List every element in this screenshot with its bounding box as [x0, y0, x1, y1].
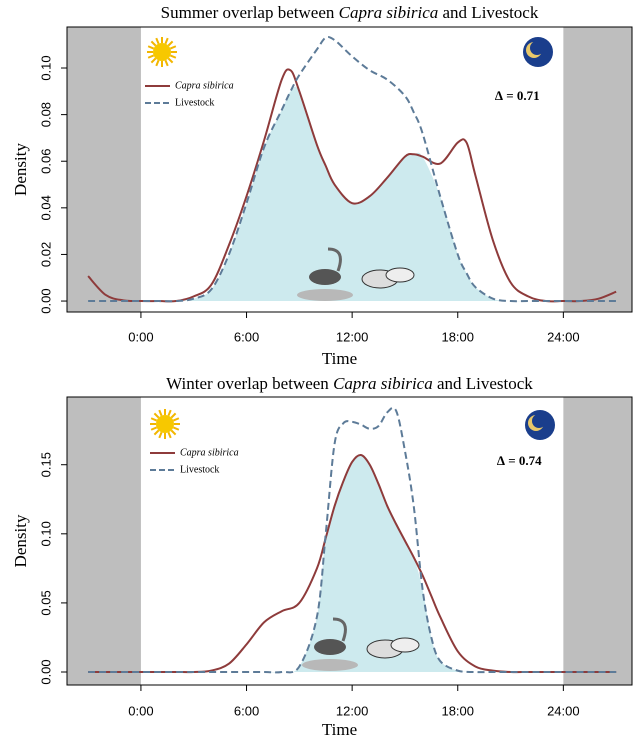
night-shade	[563, 397, 632, 685]
sun-ray	[171, 413, 175, 417]
overlap-area	[88, 455, 616, 672]
y-tick-label: 0.02	[38, 242, 53, 267]
y-tick-label: 0.10	[38, 55, 53, 80]
sun-ray	[173, 427, 179, 429]
sun-ray	[154, 413, 158, 417]
y-tick-label: 0.04	[38, 195, 53, 220]
moon-cut	[532, 414, 546, 428]
title-part: Winter overlap between	[166, 374, 333, 393]
x-tick-label: 12:00	[336, 703, 369, 718]
sun-ray	[151, 41, 155, 45]
sun-icon	[150, 409, 180, 439]
overlap-annotation: ∆ = 0.71	[495, 88, 540, 103]
overlap-area	[88, 87, 616, 302]
sun-ray	[168, 41, 172, 45]
night-shade	[67, 27, 141, 312]
x-tick-label: 24:00	[547, 329, 580, 344]
x-tick-label: 6:00	[234, 329, 259, 344]
x-tick-label: 0:00	[128, 703, 153, 718]
sun-ray	[168, 410, 170, 416]
livestock-body	[386, 268, 414, 282]
x-tick-label: 24:00	[547, 703, 580, 718]
chart: Summer overlap between Capra sibirica an…	[0, 0, 637, 740]
ibex-body	[314, 639, 346, 655]
sun-disc	[153, 43, 171, 61]
sun-ray	[151, 427, 157, 429]
sun-ray	[156, 60, 158, 66]
x-tick-label: 6:00	[234, 703, 259, 718]
x-tick-label: 18:00	[441, 329, 474, 344]
y-axis-label: Density	[11, 143, 30, 196]
x-tick-label: 0:00	[128, 329, 153, 344]
x-tick-label: 18:00	[441, 703, 474, 718]
y-tick-label: 0.06	[38, 149, 53, 174]
y-tick-label: 0.00	[38, 288, 53, 313]
x-axis-label: Time	[322, 349, 357, 368]
sun-ray	[159, 432, 161, 438]
y-tick-label: 0.08	[38, 102, 53, 127]
sun-ray	[156, 38, 158, 44]
sun-ray	[165, 38, 167, 44]
title-part: and Livestock	[433, 374, 534, 393]
y-tick-label: 0.10	[38, 521, 53, 546]
x-tick-label: 12:00	[336, 329, 369, 344]
sun-ray	[171, 430, 175, 434]
chart-title: Winter overlap between Capra sibirica an…	[166, 374, 533, 393]
title-part: Capra sibirica	[339, 3, 439, 22]
title-part: Capra sibirica	[333, 374, 433, 393]
sun-ray	[173, 418, 179, 420]
sun-ray	[148, 46, 154, 48]
sun-ray	[151, 58, 155, 62]
title-part: Summer overlap between	[161, 3, 339, 22]
night-shade	[67, 397, 141, 685]
legend-label: Livestock	[175, 97, 214, 108]
sun-ray	[154, 430, 158, 434]
rock	[302, 659, 358, 671]
chart-title: Summer overlap between Capra sibirica an…	[161, 3, 539, 22]
livestock-body	[391, 638, 419, 652]
legend-label: Capra sibirica	[180, 447, 239, 458]
ibex-body	[309, 269, 341, 285]
sun-ray	[151, 418, 157, 420]
sun-ray	[170, 55, 176, 57]
legend-label: Livestock	[180, 464, 219, 475]
y-axis-label: Density	[11, 514, 30, 567]
sun-disc	[156, 415, 174, 433]
y-tick-label: 0.15	[38, 452, 53, 477]
sun-ray	[159, 410, 161, 416]
sun-ray	[168, 58, 172, 62]
rock	[297, 289, 353, 301]
overlap-annotation: ∆ = 0.74	[497, 453, 542, 468]
legend-label: Capra sibirica	[175, 80, 234, 91]
sun-ray	[170, 46, 176, 48]
sun-ray	[168, 432, 170, 438]
y-tick-label: 0.05	[38, 590, 53, 615]
moon-cut	[530, 41, 544, 55]
x-axis-label: Time	[322, 720, 357, 739]
sun-icon	[147, 37, 177, 67]
night-shade	[563, 27, 632, 312]
sun-ray	[148, 55, 154, 57]
title-part: and Livestock	[438, 3, 539, 22]
sun-ray	[165, 60, 167, 66]
y-tick-label: 0.00	[38, 659, 53, 684]
